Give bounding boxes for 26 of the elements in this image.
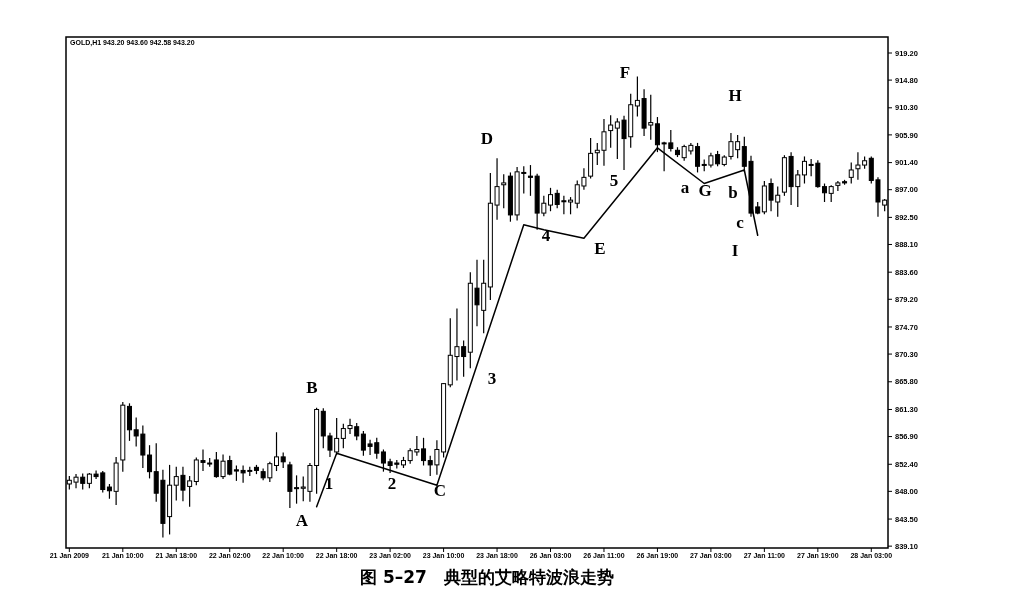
annotation: D bbox=[480, 128, 494, 148]
candlestick bbox=[548, 187, 554, 212]
candlestick bbox=[588, 137, 594, 180]
annotation: G bbox=[698, 180, 712, 200]
annotation: F bbox=[619, 62, 631, 82]
annotation: b bbox=[728, 182, 738, 202]
annotation: 1 bbox=[324, 473, 334, 493]
candlestick bbox=[848, 162, 854, 185]
candlestick bbox=[501, 173, 507, 209]
candlestick bbox=[822, 182, 828, 203]
annotation: C bbox=[433, 480, 447, 500]
annotation: H bbox=[728, 85, 742, 105]
annotation: A bbox=[295, 510, 309, 530]
annotation: B bbox=[306, 377, 318, 397]
annotation: E bbox=[594, 238, 606, 258]
candlestick bbox=[126, 402, 132, 442]
text: 图 5–27 典型的艾略特波浪走势 bbox=[360, 567, 614, 587]
candlestick bbox=[274, 431, 280, 472]
annotation: 3 bbox=[487, 368, 497, 388]
annotation: I bbox=[731, 240, 739, 260]
annotation: 4 bbox=[541, 225, 551, 245]
candlestick bbox=[608, 114, 614, 149]
annotation: 2 bbox=[387, 473, 397, 493]
annotation: 5 bbox=[609, 170, 619, 190]
annotation: c bbox=[736, 212, 745, 232]
annotation: a bbox=[680, 177, 690, 197]
